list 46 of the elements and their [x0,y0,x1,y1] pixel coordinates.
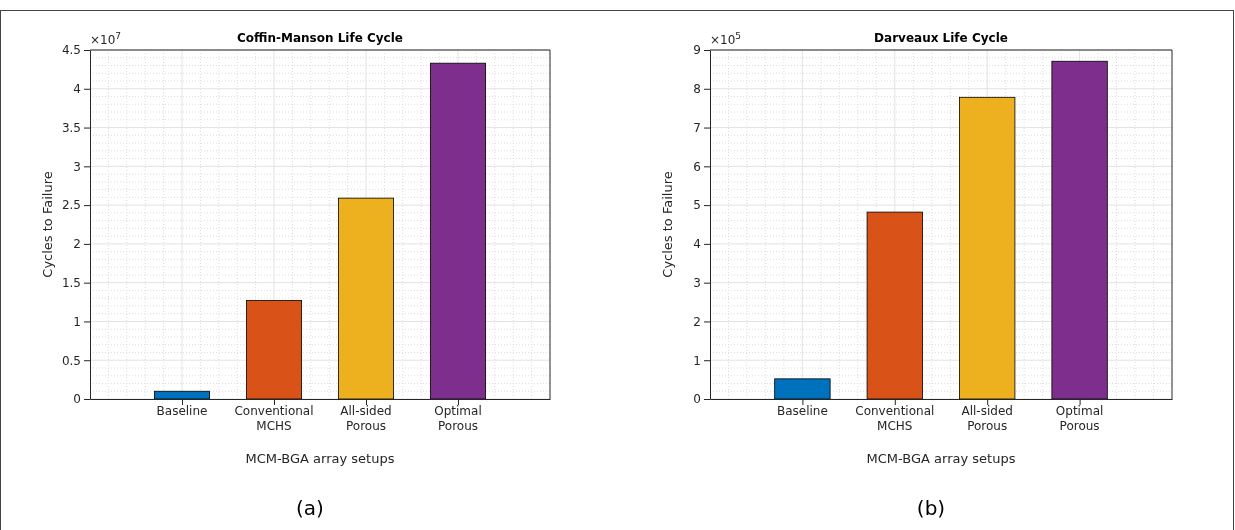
bar [866,211,923,400]
y-tick-label: 0 [73,392,81,407]
x-tick-label: Conventional MCHS [855,404,935,433]
x-tick-label: Conventional MCHS [234,404,314,433]
x-tick-label: Optimal Porous [434,404,482,433]
y-tick-label: 1 [693,353,701,368]
x-tick-label: Baseline [156,404,208,418]
y-axis-title: Cycles to Failure [40,171,55,278]
text: ×10$^{5}$ [710,31,742,47]
y-tick-label: 1 [73,314,81,329]
y-tick-label: 9 [693,43,701,58]
y-tick-label: 4 [693,237,701,252]
x-tick-label: All-sided Porous [340,404,392,433]
bar [246,300,302,400]
y-tick-label: 4 [73,82,81,97]
y-tick-label: 2 [693,314,701,329]
chart-title: Coffin-Manson Life Cycle [237,31,403,45]
x-tick-label: Optimal Porous [1055,404,1104,433]
text: ×10$^{7}$ [90,31,122,47]
y-tick-label: 2 [73,237,81,252]
y-tick-label: 0 [693,392,701,407]
x-axis-title: MCM-BGA array setups [866,451,1016,466]
y-tick-label: 3 [693,276,701,291]
y-tick-label: 8 [693,82,701,97]
x-tick-label: Baseline [776,404,828,418]
y-tick-label: 3 [73,159,81,174]
bar [430,62,486,400]
x-tick-label: All-sided Porous [961,404,1013,433]
text: (b) [916,496,946,520]
y-tick-label: 2.5 [61,198,81,213]
y-tick-label: 4.5 [61,43,81,58]
y-axis-title: Cycles to Failure [660,171,675,278]
y-tick-label: 1.5 [61,276,81,291]
y-tick-label: 5 [693,198,701,213]
text: (a) [296,496,324,520]
bar [338,197,394,400]
y-tick-label: 6 [693,159,701,174]
x-axis-title: MCM-BGA array setups [245,451,395,466]
y-tick-label: 7 [693,120,701,135]
chart-title: Darveaux Life Cycle [874,31,1008,45]
bar [1051,60,1108,400]
y-tick-label: 0.5 [61,353,81,368]
y-tick-label: 3.5 [61,120,81,135]
bar [774,378,831,400]
bar [959,96,1016,400]
bar [154,390,210,400]
